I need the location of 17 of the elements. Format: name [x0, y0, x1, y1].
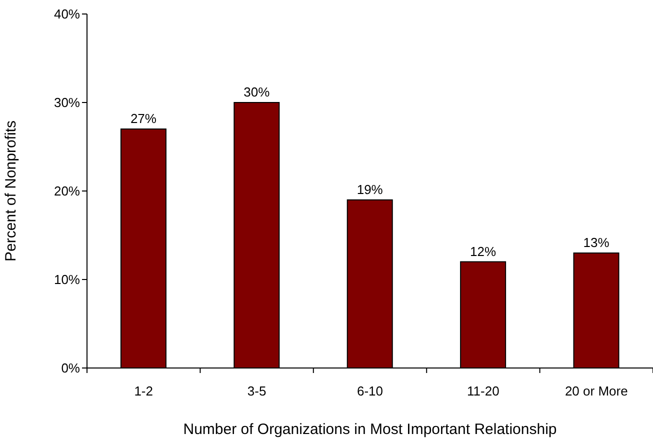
- y-tick-label: 40%: [54, 6, 80, 22]
- x-tick-label: 3-5: [247, 384, 266, 398]
- y-tick-label: 10%: [54, 272, 80, 288]
- data-label: 27%: [130, 111, 157, 126]
- data-label: 30%: [244, 84, 270, 100]
- x-tick-label: 20 or More: [564, 384, 628, 398]
- data-label: 13%: [583, 234, 610, 250]
- x-axis-title: Number of Organizations in Most Important Relationship: [183, 421, 557, 438]
- y-tick-label: 30%: [54, 95, 80, 110]
- y-tick-label: 20%: [54, 184, 80, 199]
- x-tick-label: 1-2: [134, 384, 153, 398]
- data-label: 19%: [356, 182, 384, 197]
- y-tick-label: 0%: [61, 360, 80, 376]
- x-tick-label: 6-10: [356, 384, 384, 398]
- x-tick-label: 11-20: [467, 384, 500, 398]
- data-label: 12%: [470, 244, 497, 259]
- y-axis-title: Percent of Nonprofits: [2, 120, 20, 262]
